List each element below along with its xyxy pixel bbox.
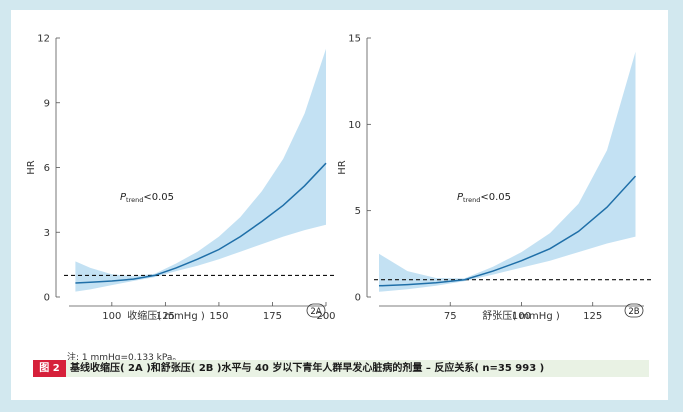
chart-panel-2a: 0 3 6 9 12 100 125 150 175 200 HR 收缩压( mmHg ) Ptrend…	[26, 34, 336, 322]
figure-tag: 图 2	[33, 360, 66, 377]
panel-label-text: 2B	[628, 307, 639, 317]
x-axis-title: 收缩压( mmHg )	[127, 309, 205, 322]
panel-label-text: 2A	[310, 307, 321, 317]
x-tick-label: 75	[444, 311, 457, 322]
caption-bar	[33, 360, 649, 377]
x-tick-label: 150	[209, 311, 228, 322]
y-axis-title: HR	[26, 160, 37, 175]
x-axis-title: 舒张压( mmHg )	[482, 309, 560, 322]
p-trend-annotation: Ptrend<0.05	[457, 192, 511, 204]
confidence-band	[75, 48, 327, 292]
p-subscript: trend	[126, 196, 143, 204]
y-tick-label: 12	[37, 34, 50, 45]
p-subscript: trend	[463, 196, 480, 204]
p-symbol: P	[120, 192, 127, 203]
y-tick-label: 9	[44, 98, 50, 109]
y-tick-label: 3	[44, 228, 50, 239]
y-tick-label: 5	[355, 206, 361, 217]
p-threshold: <0.05	[143, 192, 174, 203]
hr-curve	[75, 162, 327, 284]
panel-label-border	[306, 303, 326, 318]
p-threshold: <0.05	[480, 192, 511, 203]
y-tick-label: 6	[44, 163, 50, 174]
confidence-band	[379, 51, 636, 292]
figure-card: 0 3 6 9 12 100 125 150 175 200 HR 收缩压( mmHg ) Ptrend…	[11, 10, 668, 400]
p-symbol: P	[457, 192, 464, 203]
panel-label-border	[624, 303, 644, 318]
y-tick-label: 0	[355, 293, 361, 304]
y-axis-title: HR	[337, 160, 348, 175]
panel-label: 2B	[624, 303, 644, 318]
hr-curve	[378, 175, 637, 287]
footnote: 注: 1 mmHg=0.133 kPa。	[67, 353, 182, 363]
x-tick-label: 100	[102, 311, 121, 322]
x-tick-label: 200	[316, 311, 335, 322]
figure-caption: 基线收缩压( 2A )和舒张压( 2B )水平与 40 岁以下青年人群早发心脏病…	[70, 363, 545, 374]
x-tick-label: 175	[263, 311, 282, 322]
y-tick-label: 0	[44, 293, 50, 304]
x-tick-label: 125	[583, 311, 602, 322]
x-tick-label: 100	[512, 311, 531, 322]
p-trend-annotation: Ptrend<0.05	[120, 192, 174, 204]
chart-panel-2b: 0 5 10 15 75 100 125 HR 舒张压( mmHg ) Ptrend<0.05 2B	[337, 34, 654, 322]
y-tick-label: 15	[348, 34, 361, 45]
panel-label: 2A	[306, 303, 326, 318]
y-tick-label: 10	[348, 120, 361, 131]
x-tick-label: 125	[156, 311, 175, 322]
